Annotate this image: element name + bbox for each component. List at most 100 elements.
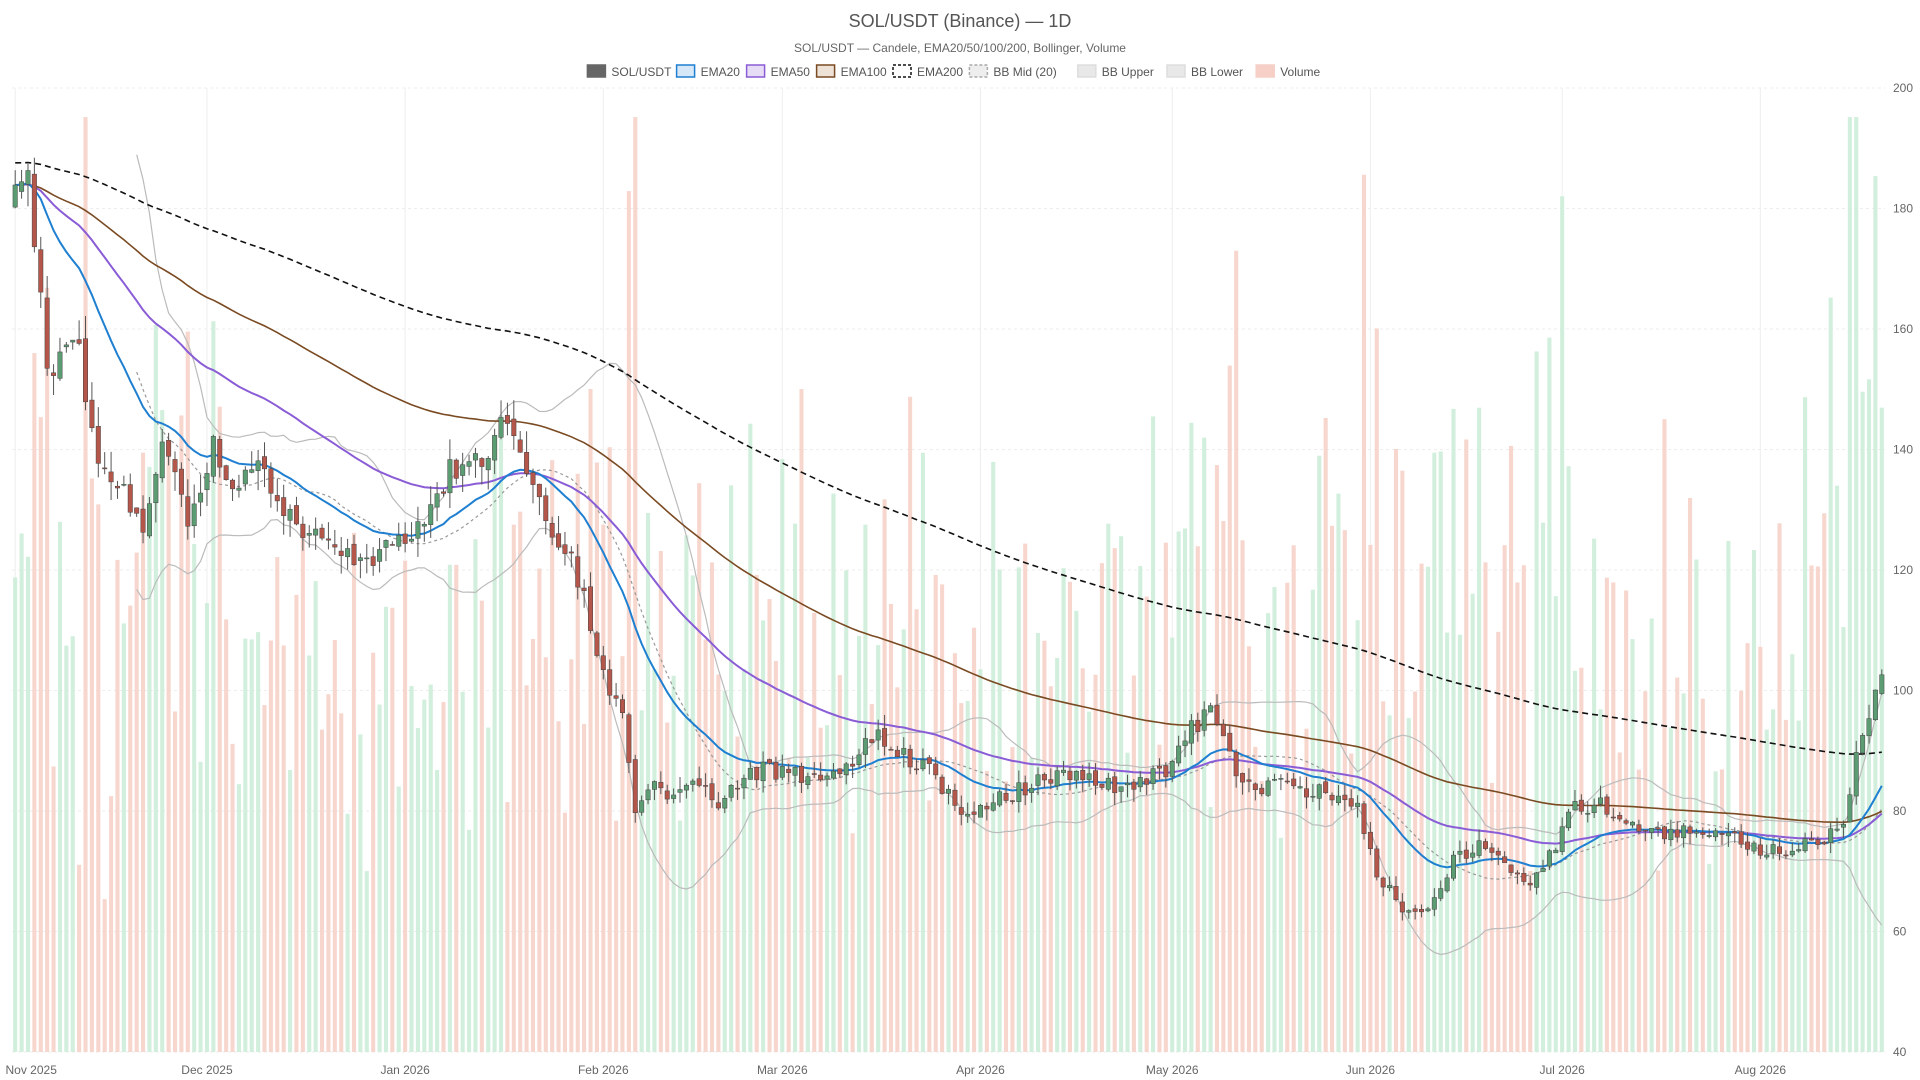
volume-bar — [1291, 545, 1296, 1052]
candle-body — [1099, 783, 1105, 788]
volume-bar — [1042, 640, 1047, 1052]
volume-bar — [1822, 513, 1827, 1052]
candle-body — [1751, 842, 1757, 852]
volume-bar — [371, 652, 376, 1052]
candle-body — [1693, 831, 1699, 834]
candle-body — [1048, 779, 1054, 784]
volume-bar — [217, 406, 222, 1053]
candle-body — [1220, 723, 1226, 737]
volume-bar — [166, 455, 171, 1052]
volume-bar — [1726, 541, 1731, 1052]
candle-body — [383, 540, 389, 548]
candle-body — [83, 338, 89, 403]
candle-body — [850, 763, 856, 767]
volume-bar — [268, 640, 273, 1052]
candle-body — [1137, 777, 1143, 788]
candle-body — [1297, 786, 1303, 789]
volume-bar — [652, 669, 657, 1052]
candle-body — [1393, 886, 1399, 900]
legend-item: Volume — [1255, 64, 1321, 79]
candle-body — [498, 417, 504, 438]
candle-body — [1080, 770, 1086, 781]
volume-bar — [332, 640, 337, 1052]
candle-body — [1630, 821, 1635, 826]
volume-bar — [473, 539, 478, 1052]
volume-bar — [435, 770, 440, 1052]
volume-bar — [319, 729, 325, 1052]
volume-bar — [153, 325, 158, 1053]
volume-bar — [856, 636, 862, 1052]
volume-bar — [1285, 582, 1290, 1052]
candle-body — [415, 521, 421, 539]
candle-body — [990, 802, 996, 811]
candle-body — [1770, 844, 1776, 854]
volume-bar — [1739, 690, 1744, 1052]
legend-item: BB Mid (20) — [968, 64, 1057, 79]
candle-body — [1604, 796, 1610, 815]
candle-body — [594, 632, 600, 656]
candle-body — [281, 497, 287, 516]
chart-subtitle: SOL/USDT — Candele, EMA20/50/100/200, Bo… — [794, 41, 1126, 55]
candle-body — [172, 459, 178, 473]
ema20-line — [15, 182, 1883, 869]
candle-body — [70, 339, 76, 343]
candle-body — [1425, 908, 1431, 912]
volume-bar — [524, 685, 529, 1052]
volume-bar — [1803, 397, 1808, 1052]
volume-bar — [1304, 728, 1309, 1052]
candle-body — [287, 508, 293, 521]
candle-body — [492, 435, 498, 461]
volume-bar — [1534, 351, 1539, 1053]
candle-body — [568, 551, 574, 554]
candle-body — [434, 493, 440, 508]
volume-bar — [1521, 565, 1526, 1052]
volume-bar — [1061, 568, 1066, 1052]
volume-bar — [1048, 686, 1053, 1052]
candle-body — [44, 297, 50, 369]
volume-bar — [633, 117, 638, 1052]
candle-body — [306, 533, 312, 536]
volume-bar — [351, 532, 357, 1052]
volume-bar — [505, 802, 510, 1052]
candle-body — [1534, 872, 1540, 888]
ema100-line — [15, 183, 1883, 824]
volume-bar — [262, 705, 267, 1052]
candle-body — [1105, 777, 1111, 790]
volume-bar — [492, 455, 497, 1052]
volume-bar — [601, 524, 606, 1052]
candle-body — [1463, 849, 1469, 859]
x-tick-label: Dec 2025 — [181, 1063, 233, 1077]
volume-bar — [984, 770, 989, 1052]
volume-bar — [1675, 677, 1680, 1052]
volume-bar — [422, 699, 427, 1052]
candle-body — [357, 557, 363, 561]
candle-body — [1642, 829, 1648, 832]
legend-item: BB Upper — [1077, 64, 1154, 79]
candle-body — [524, 452, 530, 474]
candle-body — [1591, 805, 1597, 814]
volume-bar — [703, 639, 708, 1052]
candle-body — [1828, 828, 1834, 843]
volume-bar — [850, 833, 855, 1052]
volume-bar — [620, 656, 625, 1052]
candle-body — [1009, 800, 1015, 802]
y-tick-label: 40 — [1893, 1045, 1907, 1059]
legend-label: SOL/USDT — [611, 65, 672, 79]
volume-bar — [1055, 657, 1060, 1052]
volume-bar — [556, 721, 561, 1052]
candle-body — [1457, 850, 1463, 855]
legend-item: EMA20 — [675, 64, 740, 79]
candle-body — [671, 794, 677, 799]
candle-body — [153, 473, 159, 504]
candle-body — [1585, 813, 1591, 815]
volume-bar — [89, 478, 94, 1052]
candle-body — [1303, 788, 1309, 798]
volume-bar — [1400, 470, 1405, 1053]
candle-body — [31, 173, 37, 248]
volume-bar — [1630, 639, 1635, 1052]
candle-body — [230, 479, 236, 490]
candle-body — [1035, 774, 1041, 786]
candle-body — [1834, 828, 1840, 831]
volume-bar — [1796, 720, 1801, 1052]
volume-bar — [128, 605, 133, 1052]
